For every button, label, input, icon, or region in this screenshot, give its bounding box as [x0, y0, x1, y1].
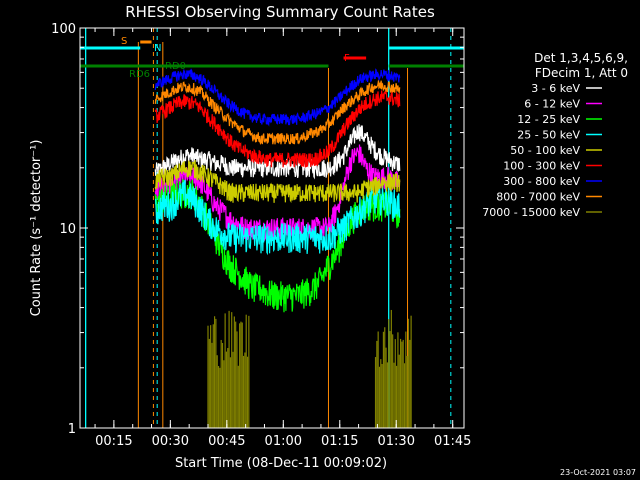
flag-annotations: S N RD0 RD6 F [121, 36, 350, 80]
series-line-4 [154, 160, 401, 204]
series-group [154, 68, 401, 313]
chart-title: RHESSI Observing Summary Count Rates [125, 3, 435, 21]
flag-lines [80, 28, 464, 428]
legend-label: 6 - 12 keV [524, 98, 580, 111]
plot-timestamp: 23-Oct-2021 03:07 [560, 468, 636, 477]
y-tick-label: 10 [59, 222, 76, 237]
legend-label: 50 - 100 keV [510, 144, 580, 157]
x-tick-label: 01:30 [378, 434, 415, 449]
legend-header: FDecim 1, Att 0 [535, 66, 628, 80]
x-tick-label: 00:45 [208, 434, 245, 449]
series-line-1 [154, 144, 401, 242]
flag-annotation-rd6: RD6 [129, 69, 150, 80]
decim-bars [207, 309, 412, 428]
legend-label: 25 - 50 keV [517, 129, 580, 142]
x-axis-label: Start Time (08-Dec-11 00:09:02) [175, 456, 387, 471]
legend-label: 3 - 6 keV [531, 82, 580, 95]
y-axis-ticks: 100 10 1 [51, 22, 464, 437]
flag-annotation-s: S [121, 36, 127, 47]
x-tick-label: 01:45 [434, 434, 471, 449]
series-line-7 [154, 80, 401, 145]
legend-label: 7000 - 15000 keV [482, 206, 580, 219]
legend-label: 300 - 800 keV [503, 175, 580, 188]
flag-annotation-n: N [154, 43, 161, 54]
legend-label: 800 - 7000 keV [496, 191, 580, 204]
x-tick-label: 00:30 [152, 434, 189, 449]
y-axis-label: Count Rate (s⁻¹ detector⁻¹) [29, 140, 44, 317]
legend-label: 100 - 300 keV [503, 160, 580, 173]
legend-label: 12 - 25 keV [517, 113, 580, 126]
y-tick-label: 1 [68, 422, 76, 437]
y-tick-label: 100 [51, 22, 76, 37]
legend-header: Det 1,3,4,5,6,9, [534, 51, 628, 65]
x-tick-label: 01:00 [265, 434, 302, 449]
legend: Det 1,3,4,5,6,9,FDecim 1, Att 0 3 - 6 keV… [482, 51, 628, 219]
series-line-0 [154, 124, 401, 180]
series-line-3 [154, 179, 401, 256]
x-axis-ticks: 00:15 00:30 00:45 01:00 01:15 01:30 01:45 [94, 28, 471, 449]
flag-annotation-f: F [344, 53, 350, 64]
series-line-5 [154, 89, 401, 168]
series-line-6 [154, 68, 401, 127]
x-tick-label: 01:15 [321, 434, 358, 449]
x-tick-label: 00:15 [95, 434, 132, 449]
flag-annotation-rd0: RD0 [165, 61, 186, 72]
